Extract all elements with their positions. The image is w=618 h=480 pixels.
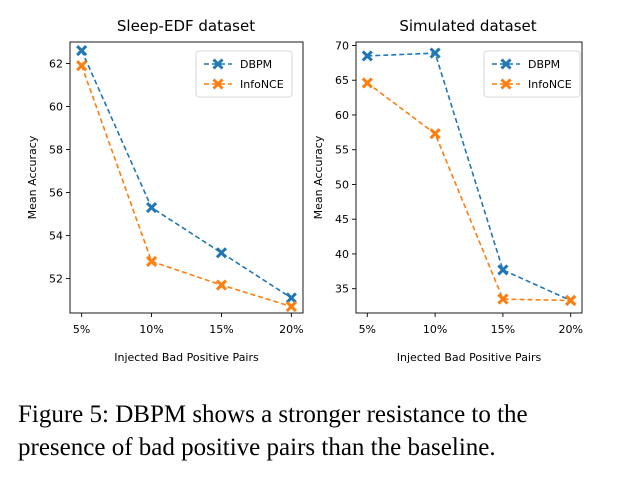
chart2-series-infonce-point [429, 128, 441, 140]
chart1-ytick-label: 54 [49, 230, 63, 243]
chart1-xtick-label: 20% [279, 323, 303, 336]
chart2-series-infonce-line [366, 82, 571, 302]
chart1-xlabel: Injected Bad Positive Pairs [114, 351, 259, 364]
chart1-series-infonce-line [80, 65, 292, 308]
chart1-series-dbpm-point [215, 247, 228, 259]
figure-caption: Figure 5: DBPM shows a stronger resistan… [18, 401, 528, 461]
chart2-ylabel: Mean Accuracy [312, 135, 325, 219]
chart1-ytick-label: 52 [49, 273, 63, 286]
chart1-xtick-label: 15% [209, 323, 233, 336]
chart2-xtick-label: 20% [558, 323, 582, 336]
chart2-ytick-label: 45 [335, 213, 349, 226]
chart2-ytick-label: 55 [335, 144, 349, 157]
chart2-legend-label: DBPM [528, 58, 560, 71]
chart2-ytick-label: 50 [335, 178, 349, 191]
chart2-ytick-label: 40 [335, 248, 349, 261]
chart2-xlabel: Injected Bad Positive Pairs [397, 351, 542, 364]
chart2-legend-marker [500, 58, 512, 70]
chart2-xtick-label: 15% [491, 323, 515, 336]
chart2-title: Simulated dataset [399, 17, 536, 35]
chart2-series-dbpm-point [361, 50, 373, 62]
chart2-series-dbpm-point [429, 47, 441, 59]
chart1-legend-label: InfoNCE [240, 78, 284, 91]
chart2-ytick-label: 65 [335, 74, 349, 87]
chart1-series-infonce-point [145, 255, 158, 267]
chart1-legend-marker [212, 78, 224, 90]
chart2-legend-label: InfoNCE [528, 78, 572, 91]
chart1-xtick-label: 10% [139, 323, 163, 336]
chart1-title: Sleep-EDF dataset [117, 17, 255, 35]
chart2-legend-marker [500, 78, 512, 90]
chart2-ytick-label: 35 [335, 283, 349, 296]
chart2-series-infonce-point [565, 294, 577, 307]
chart1-ytick-label: 56 [49, 187, 63, 200]
chart2-xtick-label: 5% [359, 323, 376, 336]
chart2-ytick-label: 60 [335, 109, 349, 122]
chart1-ytick-label: 60 [49, 101, 63, 114]
chart1-series-infonce-point [215, 279, 228, 291]
chart2-ytick-label: 70 [335, 39, 349, 52]
chart1-ylabel: Mean Accuracy [26, 135, 39, 219]
chart1-series-dbpm-point [285, 292, 297, 304]
chart1-xtick-label: 5% [73, 323, 90, 336]
chart2-series-dbpm-point [497, 264, 509, 276]
chart2-series-dbpm-line [367, 52, 572, 302]
chart2-series-infonce-point [361, 77, 373, 89]
chart1-series-infonce-point [285, 300, 297, 313]
chart1-legend-label: DBPM [240, 58, 272, 71]
chart1-series-dbpm-point [145, 202, 158, 214]
chart2-series-infonce-point [497, 293, 509, 305]
chart1-ytick-label: 62 [49, 58, 63, 71]
chart1-series-dbpm-line [80, 50, 292, 299]
figure: Sleep-EDF dataset 52 54 56 58 60 62 5% 10% 15% 20%… [26, 17, 583, 364]
chart1-legend-marker [212, 58, 224, 70]
chart1-series-dbpm-point [76, 45, 88, 57]
chart1-plot-frame [69, 41, 304, 314]
chart2-xtick-label: 10% [423, 323, 447, 336]
chart1-ytick-label: 58 [49, 144, 63, 157]
chart2-plot-frame [355, 41, 583, 314]
chart1-series-infonce-point [76, 60, 88, 72]
